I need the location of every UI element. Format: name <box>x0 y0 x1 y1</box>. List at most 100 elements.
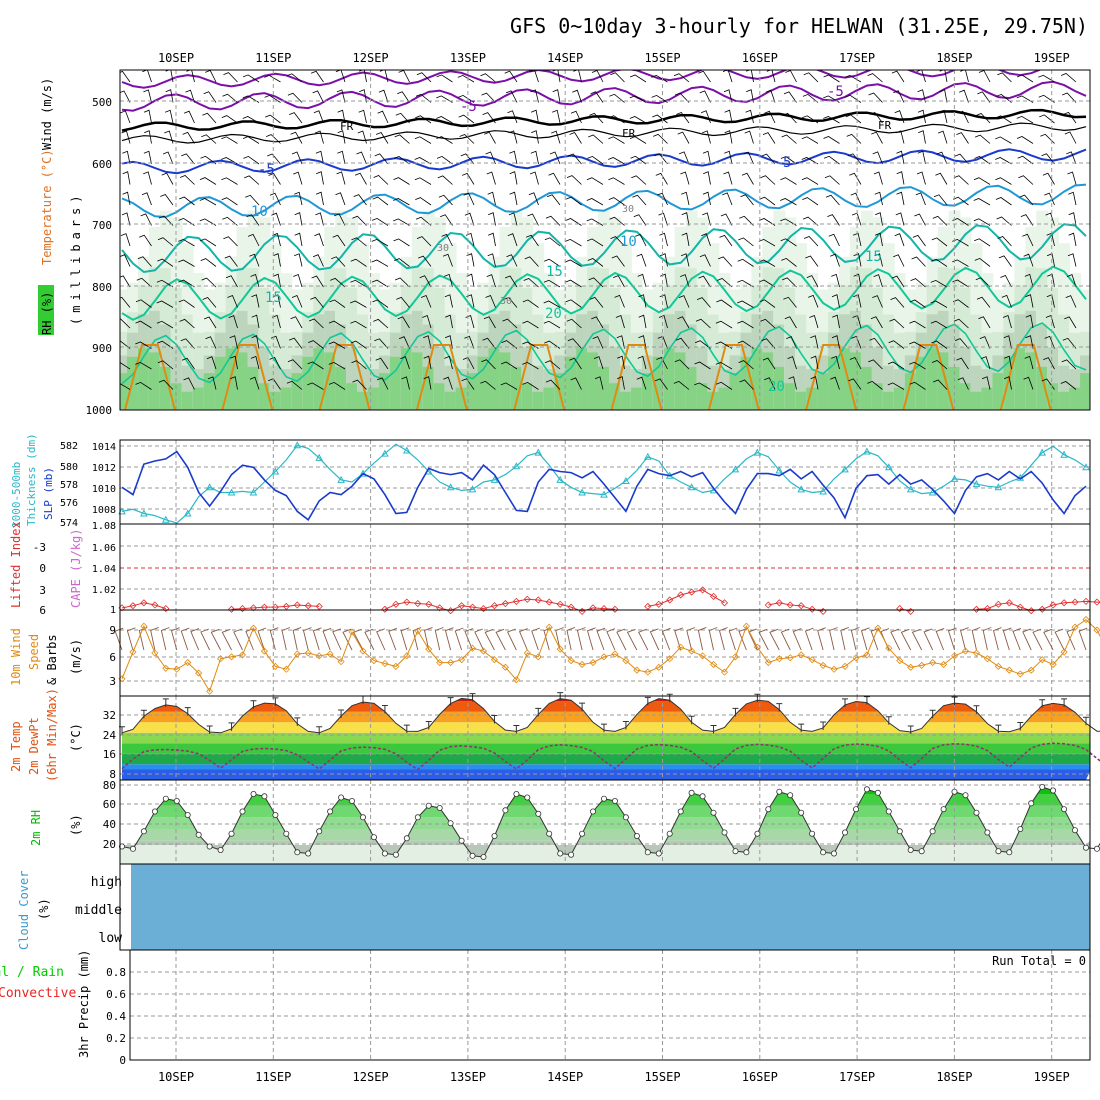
wind-barb <box>823 155 840 165</box>
wind-barb <box>658 212 668 226</box>
wind-barb <box>337 130 346 144</box>
pressure-tick: 700 <box>92 219 112 232</box>
wind-barb <box>161 172 174 185</box>
temperature-maxmin <box>272 697 279 706</box>
wind-speed-point <box>709 660 718 669</box>
wind-speed-point <box>304 649 312 657</box>
wind-barb-10m <box>332 628 342 651</box>
wind-barb-10m <box>322 627 332 651</box>
wind-barb <box>1001 294 1012 308</box>
thickness-point <box>512 462 521 470</box>
wind-barb <box>638 294 647 308</box>
wind-barb <box>957 110 969 124</box>
wind-barb <box>372 196 389 206</box>
contour-label: -5 <box>460 99 477 115</box>
wind-barb <box>702 150 711 165</box>
wind-barb-10m <box>817 627 826 651</box>
cape-tick: 1.08 <box>92 521 116 532</box>
wind-barb <box>508 130 518 144</box>
wind-barb <box>974 257 991 267</box>
wind-barb <box>702 212 711 226</box>
wind-barb-10m <box>531 627 540 651</box>
cloud-panel: high middle low Cloud Cover (%) <box>17 863 1091 951</box>
wind-barb <box>869 337 883 349</box>
thickness-tick: 578 <box>60 480 78 491</box>
rh-point <box>1050 787 1057 794</box>
wind-barb <box>995 136 1012 144</box>
wind-barb <box>314 233 324 247</box>
wind-speed-point <box>173 665 181 673</box>
wind-barb <box>120 383 131 390</box>
wind-barb <box>651 94 668 103</box>
thickness-slp-panel: 582 580 578 576 574 1014 1012 1010 1008 … <box>10 433 1091 529</box>
wind-barb <box>780 218 797 226</box>
wind-barb <box>293 273 303 288</box>
wind-barb <box>509 191 518 206</box>
wind-barb <box>120 275 131 288</box>
wind-barb <box>1004 355 1012 370</box>
wind-barb <box>378 89 389 103</box>
wind-speed-point <box>458 656 466 664</box>
wind-barb <box>393 238 410 247</box>
wind-barb <box>201 277 217 288</box>
temperature-maxmin <box>842 698 848 707</box>
wind-barb <box>527 213 539 226</box>
precip-tick: 0.2 <box>106 1032 126 1045</box>
wind-barb <box>544 258 561 267</box>
temperature-maxmin <box>601 723 607 733</box>
temperature-maxmin <box>338 709 345 718</box>
wind-barb <box>694 361 711 370</box>
wind-barb <box>121 212 131 226</box>
wind-barb <box>543 300 561 308</box>
thickness-point <box>950 474 959 482</box>
wind-barb <box>397 316 410 329</box>
wind-barb <box>270 335 281 349</box>
wind-barb <box>828 233 840 247</box>
thickness-point <box>578 488 586 496</box>
date-label: 13SEP <box>450 1070 486 1084</box>
wind-barb <box>809 314 819 329</box>
date-label: 18SEP <box>936 1070 972 1084</box>
date-label: 17SEP <box>839 51 875 65</box>
cloud-title: Cloud Cover <box>17 871 31 950</box>
wind-speed-point <box>1005 666 1013 674</box>
wind-barb <box>120 110 131 124</box>
wind-barb <box>980 356 991 370</box>
wind-barb <box>611 255 625 267</box>
date-label: 15SEP <box>644 1070 680 1084</box>
rh-point <box>754 830 761 837</box>
wind-barb <box>199 198 217 206</box>
wind-barb <box>737 300 754 308</box>
lifted-index-point <box>644 602 652 610</box>
wind-barb <box>397 91 410 103</box>
wind-barb <box>715 341 733 349</box>
wind-barb <box>867 380 883 390</box>
wind-barb <box>186 70 195 83</box>
wind-barb <box>1020 214 1034 226</box>
wind-barb-10m <box>484 628 495 651</box>
cloud-level-middle: middle <box>75 903 122 918</box>
wind-barb <box>178 217 195 226</box>
wind-barb <box>973 177 991 185</box>
wind-barb <box>678 295 690 308</box>
wind-barb <box>780 198 797 206</box>
wind-barb <box>959 89 969 103</box>
wind-speed-point <box>578 660 586 669</box>
wind-barb-10m <box>342 628 353 651</box>
warm-contour <box>221 344 274 410</box>
thickness-point <box>446 483 455 491</box>
wind-barb <box>981 376 991 390</box>
wind-barb-10m <box>474 628 484 651</box>
rh-point <box>863 786 870 793</box>
wind-barb <box>350 300 367 308</box>
wind-barb <box>956 132 969 144</box>
contour-label: 5 <box>783 155 791 171</box>
bottom-date-axis: 10SEP 11SEP 12SEP 13SEP 14SEP 15SEP 16SEP 17SEP… <box>158 1070 1070 1084</box>
wind-speed-point <box>381 659 389 668</box>
temperature-maxmin <box>162 698 169 707</box>
wind-barb <box>1043 357 1055 370</box>
wind-barb <box>931 237 948 247</box>
wind-barb-10m <box>302 627 312 651</box>
precip-title: 3hr Precip (mm) <box>77 950 91 1058</box>
